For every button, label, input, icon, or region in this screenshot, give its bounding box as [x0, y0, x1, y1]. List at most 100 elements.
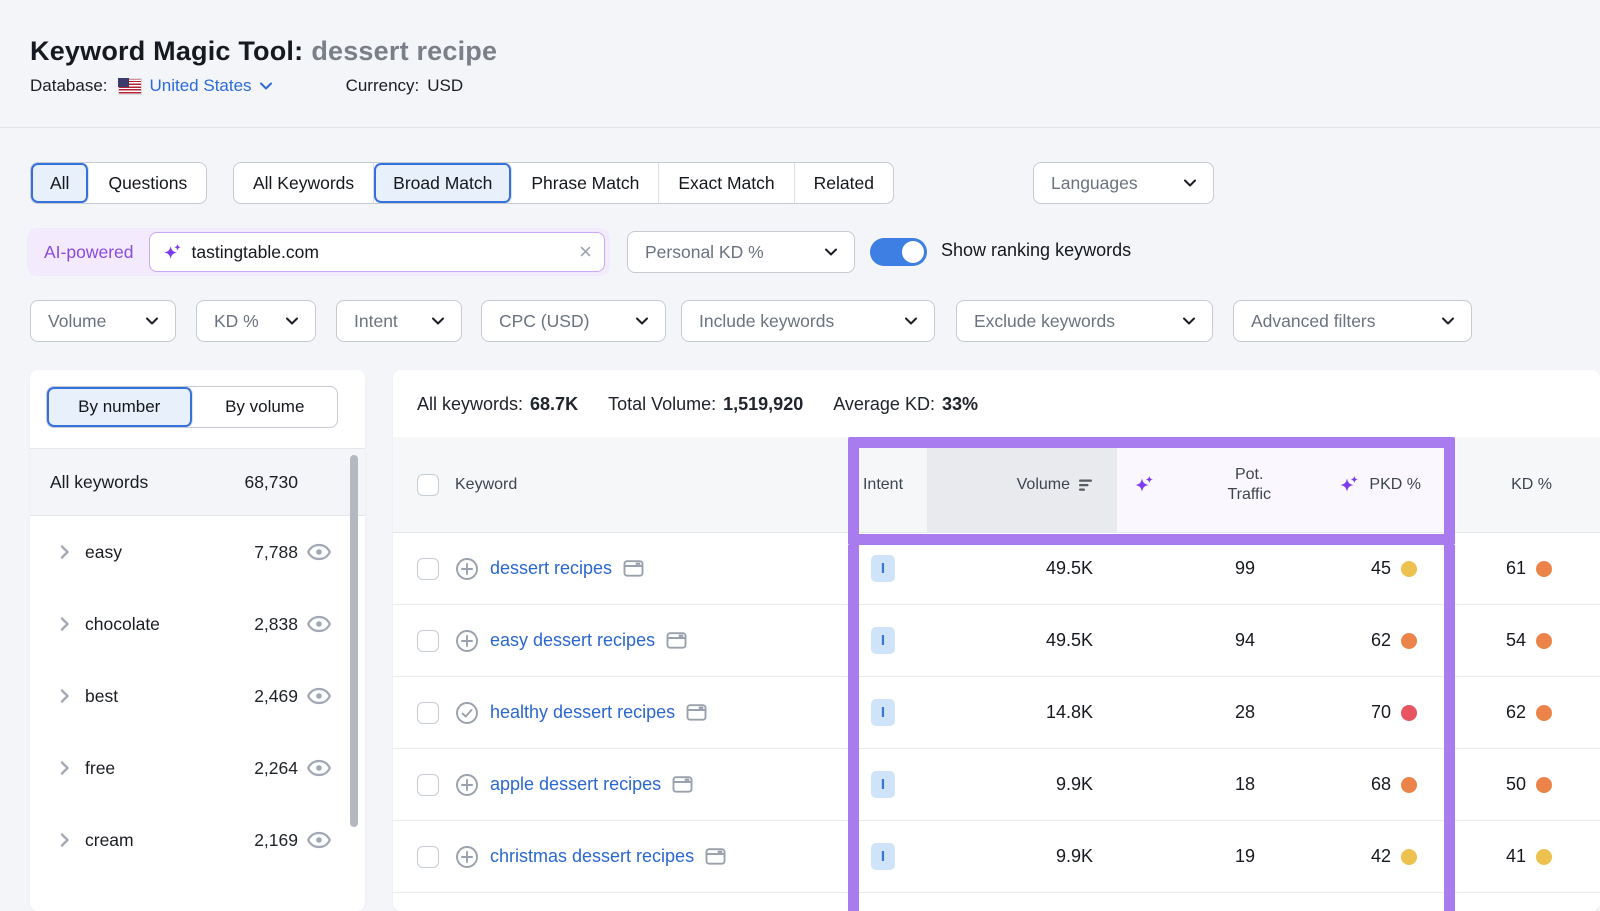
keyword-groups-sidebar: By number By volume All keywords 68,730 …	[30, 370, 365, 911]
group-row-cream[interactable]: cream 2,169	[30, 804, 365, 876]
row-checkbox[interactable]	[417, 557, 439, 580]
add-keyword-icon[interactable]	[455, 557, 479, 581]
intent-badge[interactable]: I	[871, 699, 895, 726]
add-keyword-icon[interactable]	[455, 629, 479, 653]
serp-preview-icon[interactable]	[666, 632, 687, 649]
add-keyword-icon[interactable]	[455, 773, 479, 797]
search-input[interactable]: tastingtable.com ×	[148, 232, 605, 272]
group-label: best	[85, 685, 119, 706]
volume-cell: 9.9K	[1055, 774, 1093, 794]
cpc-filter[interactable]: CPC (USD)	[481, 300, 666, 342]
group-row-chocolate[interactable]: chocolate 2,838	[30, 588, 365, 660]
group-row-best[interactable]: best 2,469	[30, 660, 365, 732]
eye-icon[interactable]	[306, 831, 332, 849]
intent-filter-label: Intent	[354, 310, 398, 331]
chevron-right-icon[interactable]	[60, 617, 69, 631]
pot-traffic-cell: 28	[1234, 702, 1255, 722]
chevron-down-icon	[259, 82, 272, 90]
toggle-knob	[902, 241, 924, 263]
tab-exact-match[interactable]: Exact Match	[659, 163, 795, 203]
tab-broad-match[interactable]: Broad Match	[374, 163, 513, 203]
tab-all-keywords[interactable]: All Keywords	[234, 163, 375, 203]
eye-icon[interactable]	[306, 759, 332, 777]
keyword-link[interactable]: christmas dessert recipes	[490, 846, 695, 866]
eye-icon[interactable]	[306, 687, 332, 705]
kd-cell: 54	[1505, 630, 1526, 650]
tab-phrase-match[interactable]: Phrase Match	[512, 163, 660, 203]
sort-desc-icon	[1079, 479, 1092, 491]
group-count: 2,838	[254, 613, 298, 634]
keyword-added-icon[interactable]	[455, 701, 479, 725]
include-keywords-filter[interactable]: Include keywords	[681, 300, 935, 342]
by-number-tab[interactable]: By number	[47, 387, 193, 427]
intent-badge[interactable]: I	[871, 771, 895, 798]
kd-column-header[interactable]: KD %	[1511, 475, 1552, 493]
pot-traffic-column-header[interactable]: Pot. Traffic	[1117, 437, 1285, 532]
database-selector[interactable]: United States	[150, 76, 272, 96]
eye-icon[interactable]	[306, 543, 332, 561]
intent-badge[interactable]: I	[871, 627, 895, 654]
eye-icon[interactable]	[306, 615, 332, 633]
intent-filter[interactable]: Intent	[336, 300, 462, 342]
keyword-link[interactable]: apple dessert recipes	[490, 774, 662, 794]
clear-input-icon[interactable]: ×	[579, 239, 592, 264]
chevron-right-icon[interactable]	[60, 833, 69, 847]
group-row-easy[interactable]: easy 7,788	[30, 516, 365, 588]
keyword-link[interactable]: dessert recipes	[490, 558, 613, 578]
group-row-free[interactable]: free 2,264	[30, 732, 365, 804]
table-row: easy dessert recipes I 49.5K 94 62 54	[393, 605, 1600, 677]
personal-kd-dropdown[interactable]: Personal KD %	[627, 231, 855, 273]
ai-sparkle-icon	[163, 243, 181, 259]
kd-cell: 61	[1505, 558, 1526, 578]
serp-preview-icon[interactable]	[623, 560, 644, 577]
select-all-checkbox[interactable]	[417, 473, 439, 496]
row-checkbox[interactable]	[417, 773, 439, 796]
intent-badge[interactable]: I	[871, 555, 895, 582]
serp-preview-icon[interactable]	[705, 848, 726, 865]
by-volume-tab[interactable]: By volume	[225, 397, 305, 416]
row-checkbox[interactable]	[417, 629, 439, 652]
table-row: christmas dessert recipes I 9.9K 19 42 4…	[393, 821, 1600, 893]
exclude-keywords-filter[interactable]: Exclude keywords	[956, 300, 1213, 342]
serp-preview-icon[interactable]	[672, 776, 693, 793]
advanced-filters[interactable]: Advanced filters	[1233, 300, 1472, 342]
kd-filter[interactable]: KD %	[196, 300, 316, 342]
all-keywords-row[interactable]: All keywords 68,730	[30, 449, 365, 516]
header-divider	[0, 127, 1600, 128]
volume-column-header[interactable]: Volume	[927, 437, 1117, 532]
keyword-column-header[interactable]: Keyword	[455, 475, 518, 493]
show-ranking-keywords-toggle[interactable]	[870, 238, 927, 266]
serp-preview-icon[interactable]	[686, 704, 707, 721]
sidebar-scrollbar[interactable]	[350, 455, 358, 827]
tab-all[interactable]: All	[31, 163, 90, 203]
keyword-link[interactable]: healthy dessert recipes	[490, 702, 676, 722]
volume-filter[interactable]: Volume	[30, 300, 176, 342]
group-count: 2,264	[254, 757, 298, 778]
add-keyword-icon[interactable]	[455, 845, 479, 869]
ai-search-pill: AI-powered tastingtable.com ×	[27, 228, 610, 276]
group-count: 7,788	[254, 541, 298, 562]
tab-related[interactable]: Related	[813, 172, 874, 193]
pot-traffic-cell: 94	[1234, 630, 1255, 650]
chevron-right-icon[interactable]	[60, 545, 69, 559]
pot-traffic-cell: 18	[1234, 774, 1255, 794]
chevron-right-icon[interactable]	[60, 761, 69, 775]
intent-column-header[interactable]: Intent	[862, 475, 904, 493]
row-checkbox[interactable]	[417, 845, 439, 868]
chevron-down-icon	[1442, 317, 1454, 325]
currency-value: USD	[427, 76, 464, 95]
languages-dropdown[interactable]: Languages	[1033, 162, 1214, 204]
table-row: apple dessert recipes I 9.9K 18 68 50	[393, 749, 1600, 821]
kd-cell: 50	[1505, 774, 1526, 794]
group-count: 2,469	[254, 685, 298, 706]
pkd-column-header[interactable]: PKD %	[1285, 437, 1457, 532]
intent-badge[interactable]: I	[871, 843, 895, 870]
tab-questions[interactable]: Questions	[108, 172, 188, 193]
group-label: chocolate	[85, 613, 160, 634]
keyword-link[interactable]: easy dessert recipes	[490, 630, 656, 650]
row-checkbox[interactable]	[417, 701, 439, 724]
chevron-right-icon[interactable]	[60, 689, 69, 703]
chevron-down-icon	[825, 248, 837, 256]
chevron-down-icon	[905, 317, 917, 325]
pkd-dot	[1401, 848, 1417, 865]
